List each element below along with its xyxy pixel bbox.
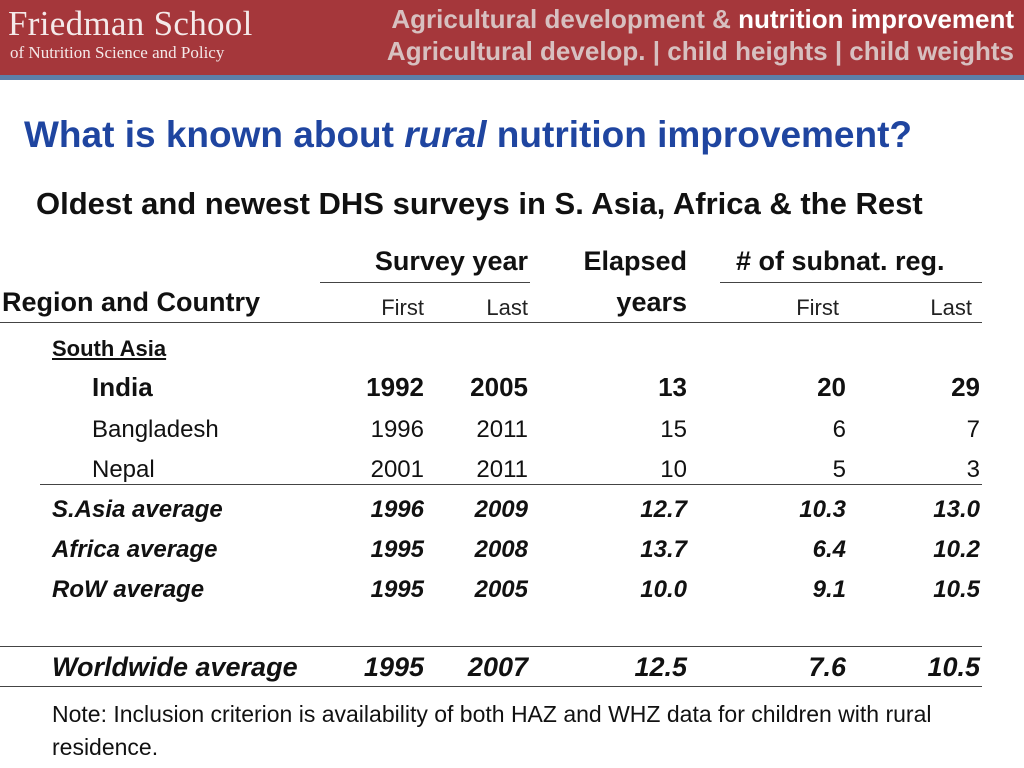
cell-worldwide-elapsed: 12.5 xyxy=(634,652,687,682)
row-label-row-average: RoW average xyxy=(52,576,205,603)
header-region-country: Region and Country xyxy=(2,287,260,317)
cell-india-subnat-first: 20 xyxy=(817,372,846,402)
row-label-india: India xyxy=(92,372,153,402)
cell-africa-elapsed: 13.7 xyxy=(640,536,687,563)
cell-india-elapsed: 13 xyxy=(658,372,687,402)
banner-divider xyxy=(0,75,1024,80)
cell-africa-first: 1995 xyxy=(370,536,424,563)
header-last-year: Last xyxy=(486,295,528,320)
banner-topic-highlight: nutrition improvement xyxy=(738,4,1014,34)
cell-sasia-subnat-last: 13.0 xyxy=(933,496,980,523)
cell-nepal-elapsed: 10 xyxy=(660,456,687,483)
cell-row-last: 2005 xyxy=(474,576,528,603)
header-survey-year: Survey year xyxy=(374,246,528,276)
header-elapsed-line2: years xyxy=(616,287,687,317)
banner-topic-line1: Agricultural development & nutrition imp… xyxy=(391,4,1014,35)
cell-sasia-first: 1996 xyxy=(370,496,424,523)
cell-worldwide-subnat-last: 10.5 xyxy=(927,652,980,682)
cell-row-subnat-first: 9.1 xyxy=(812,576,846,603)
worldwide-top-rule xyxy=(0,646,982,647)
banner-topic-prefix: Agricultural development & xyxy=(391,4,739,34)
row-label-worldwide-average: Worldwide average xyxy=(52,652,298,682)
section-south-asia: South Asia xyxy=(52,336,167,361)
cell-bangladesh-elapsed: 15 xyxy=(660,416,687,443)
row-label-bangladesh: Bangladesh xyxy=(92,416,219,443)
cell-bangladesh-first: 1996 xyxy=(370,416,424,443)
header-elapsed-line1: Elapsed xyxy=(583,246,687,276)
school-logo-title: Friedman School xyxy=(8,4,253,43)
cell-bangladesh-subnat-last: 7 xyxy=(966,416,980,443)
header-last-subnat: Last xyxy=(930,295,972,320)
row-label-nepal: Nepal xyxy=(92,456,155,483)
cell-nepal-first: 2001 xyxy=(370,456,424,483)
slide-subtitle: Oldest and newest DHS surveys in S. Asia… xyxy=(36,186,923,221)
header-bottom-rule xyxy=(0,322,982,323)
cell-row-subnat-last: 10.5 xyxy=(933,576,980,603)
cell-nepal-subnat-first: 5 xyxy=(832,456,846,483)
slide-title: What is known about rural nutrition impr… xyxy=(24,114,912,156)
table-bottom-rule xyxy=(0,686,982,687)
south-asia-rule xyxy=(40,484,982,485)
header-first-subnat: First xyxy=(796,295,839,320)
cell-worldwide-first: 1995 xyxy=(363,652,424,682)
cell-worldwide-last: 2007 xyxy=(467,652,528,682)
cell-row-elapsed: 10.0 xyxy=(640,576,687,603)
cell-india-first: 1992 xyxy=(366,372,424,402)
title-suffix: nutrition improvement? xyxy=(486,114,913,155)
cell-worldwide-subnat-first: 7.6 xyxy=(808,652,846,682)
cell-bangladesh-subnat-first: 6 xyxy=(832,416,846,443)
row-label-sasia-average: S.Asia average xyxy=(52,496,223,523)
cell-africa-subnat-first: 6.4 xyxy=(812,536,846,563)
survey-year-underline xyxy=(320,282,530,283)
header-banner: Friedman School of Nutrition Science and… xyxy=(0,0,1024,75)
title-emphasis: rural xyxy=(404,114,487,155)
cell-row-first: 1995 xyxy=(370,576,424,603)
cell-africa-subnat-last: 10.2 xyxy=(933,536,980,563)
table-footnote: Note: Inclusion criterion is availabilit… xyxy=(52,701,932,760)
cell-sasia-last: 2009 xyxy=(474,496,528,523)
cell-sasia-elapsed: 12.7 xyxy=(640,496,687,523)
cell-africa-last: 2008 xyxy=(474,536,528,563)
cell-nepal-subnat-last: 3 xyxy=(966,456,980,483)
cell-nepal-last: 2011 xyxy=(476,456,528,483)
banner-topic-line2: Agricultural develop. | child heights | … xyxy=(386,36,1014,66)
cell-india-last: 2005 xyxy=(470,372,528,402)
cell-india-subnat-last: 29 xyxy=(951,372,980,402)
cell-sasia-subnat-first: 10.3 xyxy=(799,496,846,523)
header-subnat-regions: # of subnat. reg. xyxy=(736,246,945,276)
row-label-africa-average: Africa average xyxy=(52,536,218,563)
header-first-year: First xyxy=(381,295,424,320)
school-logo-subtitle: of Nutrition Science and Policy xyxy=(10,43,225,62)
cell-bangladesh-last: 2011 xyxy=(476,416,528,443)
subnat-underline xyxy=(720,282,982,283)
title-prefix: What is known about xyxy=(24,114,405,155)
